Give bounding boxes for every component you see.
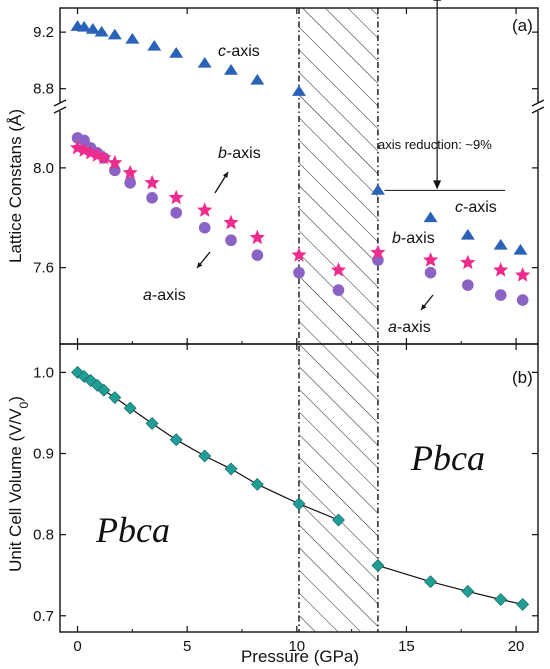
volume-point (123, 401, 137, 415)
phase-label-right: Pbca (410, 438, 485, 478)
b-axis-label-right: b-axis (392, 230, 435, 247)
volume-point (145, 417, 159, 430)
reduction-arrow-head-up (433, 0, 442, 1)
c-axis-point (147, 39, 162, 51)
c-axis-point (493, 238, 508, 250)
y-tick-label: 0.8 (33, 527, 54, 544)
axis-break-slash (531, 106, 545, 114)
x-tick-label: 20 (508, 638, 525, 655)
x-axis-title: Pressure (GPa) (241, 647, 359, 666)
hatched-region-panel-b (299, 344, 378, 632)
axis-break-gap-right (532, 103, 544, 111)
y-tick-label: 1.0 (33, 364, 54, 381)
x-tick-label: 5 (183, 638, 191, 655)
volume-point (108, 391, 122, 404)
c-axis-point (94, 25, 109, 37)
volume-point (97, 383, 111, 397)
y-tick-label: 8.8 (33, 81, 54, 98)
c-axis-point (107, 28, 122, 40)
b-axis-point (291, 247, 307, 262)
volume-point (371, 559, 385, 572)
reduction-arrow-head-down (433, 180, 442, 190)
b-axis-point (370, 244, 386, 260)
axis-reduction-label: axis reduction: ~9% (378, 137, 492, 152)
b-axis-label-left: b-axis (218, 145, 261, 162)
a-axis-point (494, 289, 507, 301)
y-axis-title-panel-b: Unit Cell Volume (V/V0) (6, 396, 31, 572)
b-axis-point (122, 164, 138, 180)
b-axis-point (330, 262, 347, 277)
b-axis-point (493, 262, 509, 277)
a-axis-label-left: a-axis (143, 287, 186, 304)
axis-break-slash (53, 106, 67, 114)
volume-point (516, 597, 530, 611)
panel-b-label: (b) (512, 368, 533, 387)
y-tick-label: 8.0 (33, 160, 54, 177)
c-axis-point (197, 56, 212, 68)
a-axis-point (170, 206, 183, 219)
a-axis-point (124, 177, 136, 189)
b-axis-point (423, 252, 439, 267)
volume-point (250, 477, 264, 491)
y-axis-title-panel-a: Lattice Constans (Å) (6, 109, 25, 263)
b-axis-point (107, 154, 123, 170)
volume-point (292, 497, 306, 511)
c-axis-point (292, 85, 306, 96)
panel-a-label: (a) (512, 16, 533, 35)
c-axis-label-left: c-axis (218, 43, 260, 60)
b-axis-point (249, 229, 265, 245)
c-axis-point (370, 184, 385, 195)
a-axis-point (225, 234, 237, 247)
c-axis-point (169, 47, 184, 58)
x-tick-label: 0 (73, 638, 81, 655)
volume-point (169, 433, 183, 447)
c-axis-point (224, 64, 239, 75)
a-axis-arrow-right-head (421, 304, 427, 310)
a-axis-point (516, 294, 529, 306)
a-axis-point (146, 192, 158, 204)
b-axis-point (144, 174, 160, 190)
axis-break-gap-left (54, 103, 66, 111)
b-axis-arrow-left-head (222, 172, 228, 178)
x-tick-label: 10 (288, 638, 305, 655)
volume-point (424, 575, 437, 589)
y-tick-label: 9.2 (33, 24, 54, 41)
a-axis-point (198, 221, 211, 234)
y-tick-label: 7.6 (33, 260, 54, 277)
a-axis-arrow-left-head (197, 262, 203, 268)
phase-label-left: Pbca (95, 510, 170, 550)
b-axis-point (168, 189, 184, 205)
y-tick-label: 0.7 (33, 608, 54, 625)
a-axis-point (251, 249, 264, 261)
b-axis-point (515, 267, 531, 282)
x-tick-label: 15 (398, 638, 415, 655)
c-axis-point (85, 23, 100, 34)
panel-b-frame (59, 343, 539, 633)
c-axis-point (513, 243, 528, 255)
axis-break-slash (531, 99, 545, 107)
a-axis-point (293, 266, 305, 279)
a-axis-label-right: a-axis (388, 319, 431, 336)
c-axis-label-right: c-axis (455, 199, 497, 216)
a-axis-point (462, 279, 474, 291)
volume-point (461, 585, 475, 598)
a-axis-point (332, 284, 345, 296)
b-axis-point (460, 254, 476, 270)
c-axis-point (77, 20, 92, 32)
volume-point (494, 593, 508, 606)
c-axis-point (250, 73, 265, 85)
a-axis-point (78, 134, 90, 147)
b-axis-point (223, 214, 239, 230)
b-axis-point (197, 202, 213, 217)
y-tick-label: 0.9 (33, 446, 54, 463)
volume-point (332, 513, 345, 527)
volume-point (198, 449, 212, 463)
c-axis-point (423, 211, 438, 223)
c-axis-point (125, 32, 140, 44)
volume-point (224, 462, 238, 476)
a-axis-point (424, 266, 437, 279)
c-axis-point (460, 228, 475, 240)
axis-break-slash (53, 99, 67, 107)
